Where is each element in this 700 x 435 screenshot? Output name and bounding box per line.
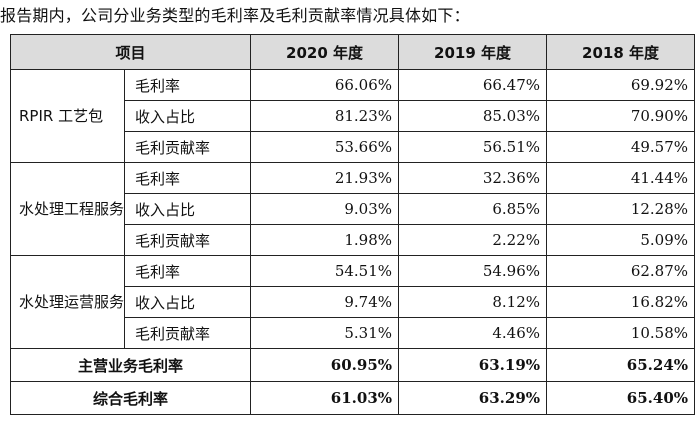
summary-label: 主营业务毛利率 [9, 348, 252, 382]
value-cell: 66.47% [398, 69, 548, 101]
group-label-operation: 水处理运营服务 [10, 255, 125, 349]
summary-value: 60.95% [250, 348, 400, 382]
header-row: 项目 2020 年度 2019 年度 2018 年度 [9, 34, 696, 70]
value-cell: 81.23% [250, 100, 400, 132]
value-cell: 54.51% [250, 255, 400, 287]
value-cell: 53.66% [250, 131, 400, 163]
value-cell: 4.46% [398, 317, 548, 349]
summary-value: 61.03% [250, 381, 400, 415]
header-year-2018: 2018 年度 [546, 34, 696, 70]
summary-label: 综合毛利率 [9, 381, 252, 415]
summary-value: 63.29% [398, 381, 548, 415]
metric-label: 收入占比 [123, 100, 252, 132]
value-cell: 85.03% [398, 100, 548, 132]
value-cell: 12.28% [546, 193, 696, 225]
group-label-engineering: 水处理工程服务 [10, 162, 125, 256]
header-year-2020: 2020 年度 [250, 34, 400, 70]
table-row: 毛利贡献率 1.98% 2.22% 5.09% [11, 224, 696, 256]
value-cell: 21.93% [250, 162, 400, 194]
metric-label: 毛利贡献率 [123, 317, 252, 349]
value-cell: 41.44% [546, 162, 696, 194]
value-cell: 5.09% [546, 224, 696, 256]
table-row: RPIR 工艺包 毛利率 66.06% 66.47% 69.92% [10, 69, 696, 163]
value-cell: 70.90% [546, 100, 696, 132]
value-cell: 54.96% [398, 255, 548, 287]
table-row: 毛利贡献率 53.66% 56.51% 49.57% [11, 131, 696, 163]
header-year-2019: 2019 年度 [398, 34, 548, 70]
summary-value: 63.19% [398, 348, 548, 382]
value-cell: 49.57% [546, 131, 696, 163]
value-cell: 16.82% [546, 286, 696, 318]
table-row: 收入占比 9.03% 6.85% 12.28% [11, 193, 696, 225]
metric-label: 收入占比 [123, 193, 252, 225]
table-row: 收入占比 9.74% 8.12% 16.82% [11, 286, 696, 318]
value-cell: 56.51% [398, 131, 548, 163]
intro-text: 报告期内，公司分业务类型的毛利率及毛利贡献率情况具体如下： [0, 6, 470, 25]
metric-label: 毛利贡献率 [123, 224, 252, 256]
value-cell: 5.31% [250, 317, 400, 349]
summary-row-overall: 综合毛利率 61.03% 63.29% 65.40% [9, 381, 696, 415]
value-cell: 2.22% [398, 224, 548, 256]
value-cell: 10.58% [546, 317, 696, 349]
metric-label: 毛利贡献率 [123, 131, 252, 163]
group-label-rpir: RPIR 工艺包 [10, 69, 125, 163]
table-row: 水处理运营服务 毛利率 54.51% 54.96% 62.87% [10, 255, 696, 349]
value-cell: 62.87% [546, 255, 696, 287]
value-cell: 9.03% [250, 193, 400, 225]
metric-label: 收入占比 [123, 286, 252, 318]
metric-label: 毛利率 [123, 162, 252, 194]
summary-row-main-business: 主营业务毛利率 60.95% 63.19% 65.24% [9, 348, 696, 382]
metric-label: 毛利率 [123, 255, 252, 287]
summary-value: 65.24% [546, 348, 696, 382]
value-cell: 8.12% [398, 286, 548, 318]
header-item: 项目 [9, 34, 252, 70]
metric-label: 毛利率 [123, 69, 252, 101]
value-cell: 66.06% [250, 69, 400, 101]
table-row: 毛利贡献率 5.31% 4.46% 10.58% [11, 317, 696, 349]
gross-margin-table: 项目 2020 年度 2019 年度 2018 年度 RPIR 工艺包 毛利率 … [9, 34, 696, 415]
value-cell: 9.74% [250, 286, 400, 318]
table-row: 水处理工程服务 毛利率 21.93% 32.36% 41.44% [10, 162, 696, 256]
value-cell: 69.92% [546, 69, 696, 101]
summary-value: 65.40% [546, 381, 696, 415]
table-row: 收入占比 81.23% 85.03% 70.90% [11, 100, 696, 132]
value-cell: 32.36% [398, 162, 548, 194]
value-cell: 6.85% [398, 193, 548, 225]
value-cell: 1.98% [250, 224, 400, 256]
